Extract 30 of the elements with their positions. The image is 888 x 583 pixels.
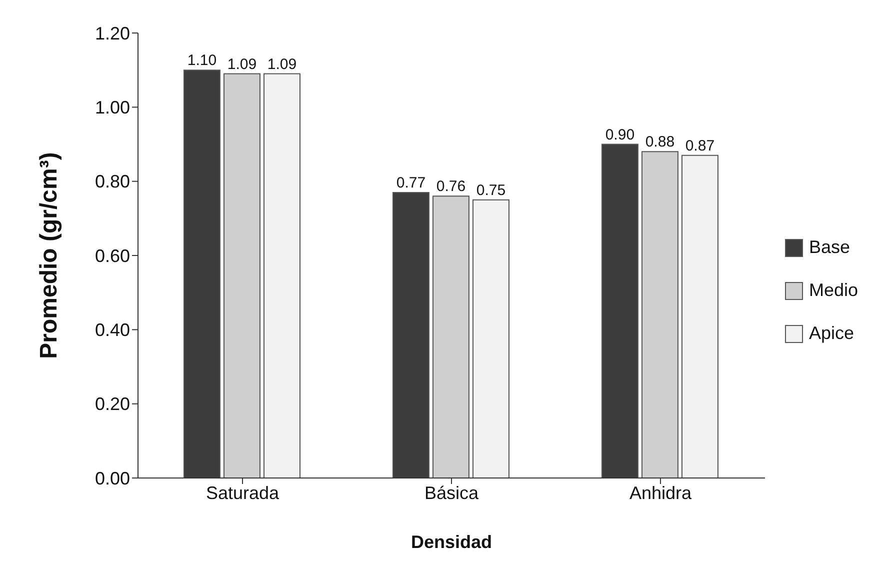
x-tick-label: Anhidra [629, 482, 692, 503]
data-label: 0.77 [396, 174, 426, 192]
y-tick-label: 0.20 [94, 394, 130, 414]
x-tick-label: Saturada [206, 482, 280, 503]
data-label: 1.10 [187, 52, 217, 70]
legend-label: Base [808, 237, 850, 258]
data-label: 0.75 [476, 182, 506, 199]
data-label: 0.76 [436, 178, 466, 196]
x-tick-label: Básica [424, 482, 480, 503]
bar [432, 196, 470, 478]
y-tick-label: 0.40 [94, 320, 130, 340]
x-axis-title: Densidad [410, 532, 492, 552]
y-tick-label: 1.20 [94, 23, 130, 44]
bar [641, 151, 678, 478]
data-label: 1.09 [227, 56, 257, 73]
legend-label: Apice [808, 323, 854, 344]
y-axis-title: Promedio (gr/cm³) [36, 152, 63, 359]
y-tick-label: 0.80 [94, 172, 130, 192]
y-tick-label: 0.00 [94, 468, 130, 488]
bar [681, 154, 718, 478]
bar [472, 199, 510, 478]
data-label: 0.88 [645, 134, 675, 151]
bar [223, 73, 260, 478]
y-tick-label: 0.60 [94, 246, 130, 266]
data-label: 1.09 [267, 56, 297, 73]
y-tick-label: 1.00 [94, 98, 130, 118]
data-label: 0.90 [605, 126, 635, 144]
legend-label: Medio [808, 280, 858, 301]
data-label: 0.87 [685, 137, 715, 154]
bar [263, 73, 300, 478]
